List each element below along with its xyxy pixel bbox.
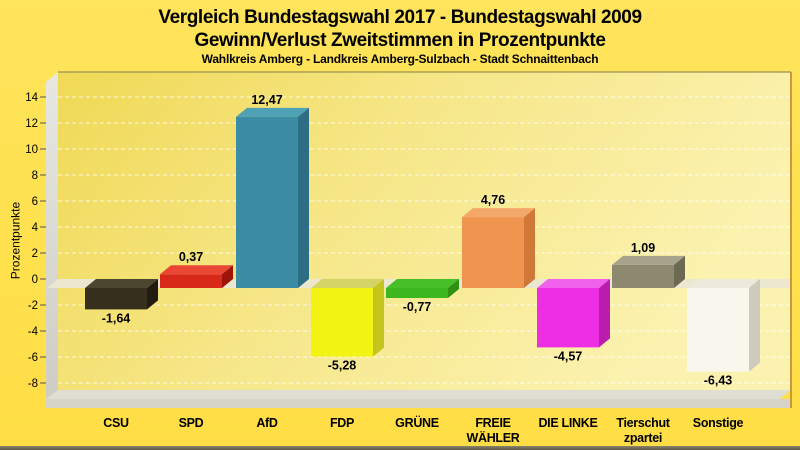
value-label-tierschutzpartei: 1,09 — [631, 241, 655, 255]
value-label-afd: 12,47 — [251, 93, 282, 107]
y-tick-label: 8 — [32, 170, 38, 182]
bar-front — [236, 116, 298, 288]
y-tick-label: 14 — [25, 92, 38, 104]
bar-freie-waehler — [462, 208, 535, 288]
bar-side — [674, 255, 685, 288]
x-axis-label-csu: CSU — [103, 416, 129, 430]
bar-gruene — [386, 279, 459, 299]
bar-front — [386, 288, 448, 299]
bar-csu — [85, 279, 158, 310]
value-label-gruene: -0,77 — [403, 300, 432, 314]
x-axis-label-die-linke: DIE LINKE — [538, 416, 597, 430]
bar-top — [386, 279, 459, 288]
y-tick-label: -8 — [28, 378, 38, 390]
x-axis-label-freie-waehler: FREIE — [475, 416, 510, 430]
chart-title: Vergleich Bundestagswahl 2017 - Bundesta… — [158, 7, 642, 28]
bar-top — [687, 279, 760, 288]
y-tick-label: 10 — [25, 144, 38, 156]
bar-top — [160, 265, 233, 275]
x-axis-label-sonstige: Sonstige — [693, 416, 744, 430]
bar-top — [537, 279, 610, 288]
bar-front — [612, 264, 674, 288]
left-wall — [46, 72, 58, 400]
bar-sonstige — [687, 279, 760, 372]
bar-side — [298, 107, 309, 288]
value-label-fdp: -5,28 — [328, 359, 357, 373]
x-axis-label-gruene: GRÜNE — [395, 415, 439, 430]
chart-region-subtitle: Wahlkreis Amberg - Landkreis Amberg-Sulz… — [201, 52, 599, 66]
x-axis-label-fdp: FDP — [330, 416, 354, 430]
bottom-border — [0, 446, 800, 450]
bar-spd — [160, 265, 233, 288]
bar-tierschutzpartei — [612, 255, 685, 288]
value-label-sonstige: -6,43 — [704, 374, 733, 388]
bar-side — [524, 208, 535, 288]
bar-front — [85, 288, 147, 310]
y-tick-label: 12 — [25, 118, 38, 130]
y-tick-label: -6 — [28, 352, 38, 364]
x-axis-label-tierschutzpartei: zpartei — [624, 431, 662, 445]
bar-side — [222, 265, 233, 288]
y-tick-label: 2 — [32, 248, 38, 260]
value-label-csu: -1,64 — [102, 311, 131, 325]
bar-front — [537, 288, 599, 348]
chart-subtitle: Gewinn/Verlust Zweitstimmen in Prozentpu… — [194, 30, 606, 51]
y-tick-label: 0 — [32, 274, 38, 286]
bar-top — [612, 255, 685, 265]
y-tick-label: -2 — [28, 300, 38, 312]
bar-side — [599, 279, 610, 348]
x-axis-label-afd: AfD — [256, 416, 278, 430]
bar-afd — [236, 107, 309, 288]
bar-front — [462, 217, 524, 288]
bar-die-linke — [537, 279, 610, 348]
y-tick-label: 6 — [32, 196, 38, 208]
bar-front — [687, 288, 749, 372]
bar-front — [311, 288, 373, 357]
bar-side — [373, 279, 384, 357]
bar-front — [160, 274, 222, 288]
bar-side — [448, 279, 459, 299]
y-tick-label: 4 — [32, 222, 39, 234]
value-label-freie-waehler: 4,76 — [481, 193, 505, 207]
y-tick-label: -4 — [28, 326, 39, 338]
bar-fdp — [311, 279, 384, 357]
bar-side — [749, 279, 760, 372]
x-axis-label-spd: SPD — [179, 416, 204, 430]
value-label-spd: 0,37 — [179, 250, 203, 264]
floor-top — [46, 390, 791, 399]
floor-front — [46, 399, 791, 408]
x-axis-label-tierschutzpartei: Tierschut — [616, 416, 670, 430]
x-axis-label-freie-waehler: WÄHLER — [466, 430, 519, 445]
bar-top — [311, 279, 384, 288]
value-label-die-linke: -4,57 — [554, 349, 583, 363]
bar-top — [85, 279, 158, 288]
plot-area — [58, 72, 791, 390]
bar-top — [236, 107, 309, 117]
bar-top — [462, 208, 535, 218]
bar-side — [147, 279, 158, 310]
